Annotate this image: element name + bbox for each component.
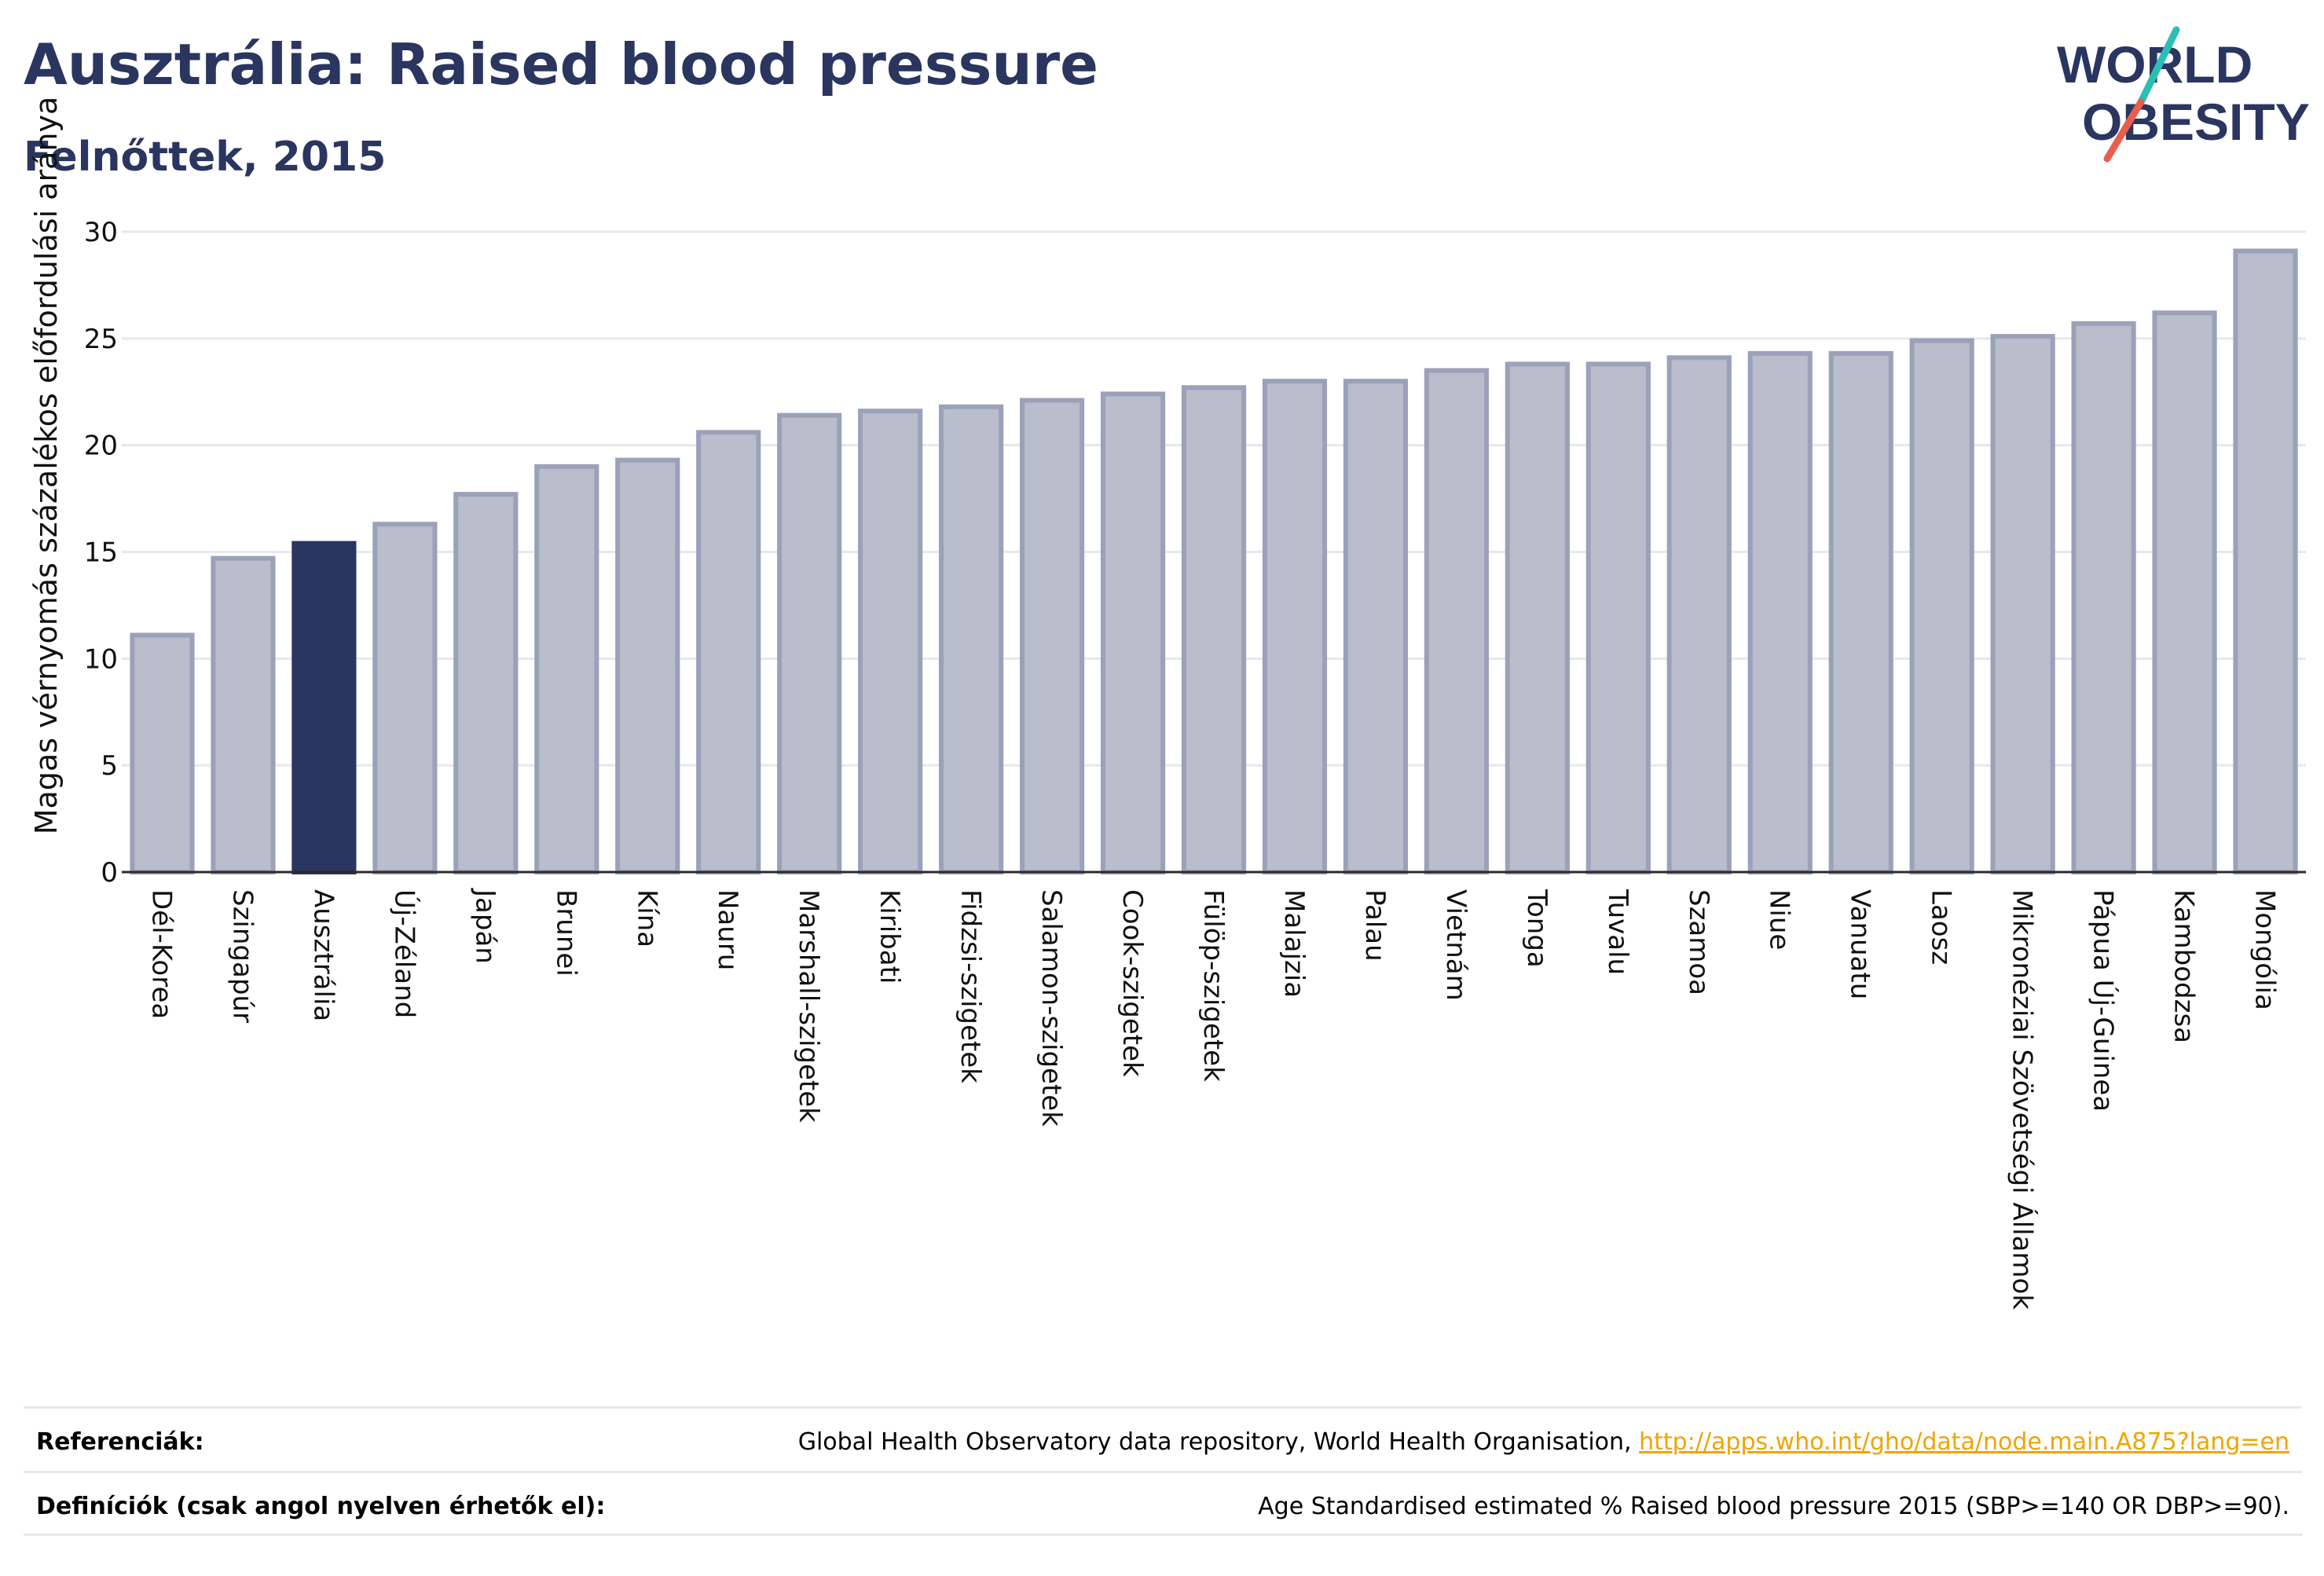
bar	[130, 632, 195, 874]
chart-title: Ausztrália: Raised blood pressure	[24, 31, 1098, 97]
y-tick-label: 5	[101, 750, 118, 782]
bar	[2233, 248, 2298, 874]
x-tick-label: Laosz	[1926, 889, 1957, 965]
y-tick-label: 30	[84, 217, 118, 248]
x-tick-label: Pápua Új-Guinea	[2088, 889, 2120, 1112]
bar	[1262, 379, 1328, 874]
world-obesity-logo: WORLD OBESITY	[2057, 26, 2310, 163]
x-tick-label: Kiribati	[874, 889, 905, 984]
bar	[858, 409, 923, 874]
bar	[939, 404, 1004, 874]
x-tick-label: Cook-szigetek	[1116, 889, 1148, 1077]
bar	[453, 492, 519, 875]
footer-divider-bottom	[24, 1534, 2302, 1536]
y-tick-label: 20	[84, 431, 118, 462]
references-text: Global Health Observatory data repositor…	[798, 1428, 2289, 1456]
bar	[777, 412, 842, 874]
definitions-label: Definíciók (csak angol nyelven érhetők e…	[36, 1493, 606, 1520]
bar	[291, 541, 357, 875]
bar	[211, 555, 276, 875]
x-tick-label: Mongólia	[2249, 889, 2281, 1010]
bar	[1990, 334, 2055, 875]
x-tick-label: Dél-Korea	[145, 889, 177, 1019]
logo-line1: WORLD	[2057, 35, 2253, 93]
bar	[1828, 350, 1893, 875]
x-tick-label: Fülöp-szigetek	[1197, 889, 1229, 1082]
y-tick-label: 10	[84, 643, 118, 675]
y-axis-label: Magas vérnyomás százalékos előfordulási …	[29, 97, 64, 834]
x-tick-label: Mikronéziai Szövetségi Államok	[2007, 889, 2039, 1310]
bar	[615, 457, 680, 874]
bar	[534, 464, 599, 874]
definitions-text: Age Standardised estimated % Raised bloo…	[1258, 1493, 2289, 1520]
x-tick-label: Salamon-szigetek	[1036, 889, 1067, 1127]
chart-subtitle: Felnőttek, 2015	[24, 134, 387, 181]
x-tick-label: Vietnám	[1440, 889, 1472, 1001]
bar	[2071, 321, 2136, 875]
x-tick-label: Marshall-szigetek	[793, 889, 824, 1123]
x-tick-label: Japán	[469, 888, 500, 964]
bar	[2152, 310, 2217, 874]
footer-divider-top	[24, 1406, 2302, 1409]
y-tick-label: 15	[84, 537, 118, 569]
bar	[1505, 361, 1570, 874]
x-tick-label: Brunei	[550, 889, 581, 977]
x-tick-label: Szamoa	[1683, 889, 1714, 995]
bar	[1909, 338, 1974, 874]
bar	[1019, 398, 1085, 875]
bar	[372, 522, 438, 875]
x-tick-label: Kambodzsa	[2168, 889, 2200, 1043]
x-tick-label: Niue	[1764, 889, 1795, 950]
bar	[1424, 368, 1489, 875]
x-tick-label: Új-Zéland	[388, 889, 420, 1018]
logo-slash-bottom	[2103, 98, 2145, 163]
x-tick-label: Vanuatu	[1845, 889, 1876, 999]
bar	[1666, 355, 1732, 874]
x-tick-label: Palau	[1359, 889, 1391, 962]
x-tick-label: Tuvalu	[1602, 889, 1633, 975]
bar	[1181, 385, 1247, 875]
x-tick-label: Kína	[631, 889, 662, 947]
bar-chart: 0 5 10 15 20 25 30 Magas vérnyomás százalékos e…	[29, 97, 2306, 1310]
x-tick-label: Ausztrália	[307, 889, 339, 1021]
bar	[1747, 350, 1813, 875]
bar	[1585, 361, 1651, 874]
bar	[696, 430, 761, 874]
x-tick-label: Szingapúr	[226, 889, 258, 1023]
references-label: Referenciák:	[36, 1428, 204, 1456]
x-tick-label: Fidzsi-szigetek	[955, 889, 986, 1083]
x-tick-label: Malajzia	[1278, 889, 1310, 998]
y-tick-label: 25	[84, 324, 118, 355]
bar	[1100, 391, 1166, 874]
references-source: Global Health Observatory data repositor…	[797, 1428, 1632, 1456]
y-tick-label: 0	[101, 857, 118, 889]
references-link[interactable]: http://apps.who.int/gho/data/node.main.A…	[1639, 1428, 2289, 1456]
bar	[1343, 379, 1409, 874]
logo-slash-top	[2137, 26, 2180, 106]
footer-divider-middle	[24, 1471, 2302, 1473]
x-tick-label: Tonga	[1521, 889, 1552, 968]
x-tick-label: Nauru	[712, 889, 743, 970]
